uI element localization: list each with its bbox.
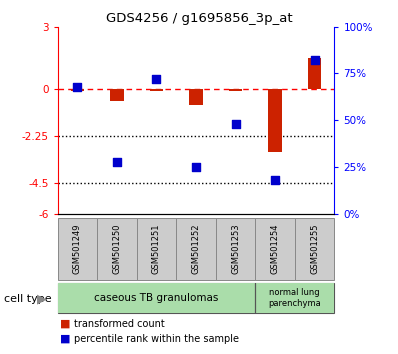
Text: GSM501250: GSM501250 [113, 223, 121, 274]
Text: GSM501253: GSM501253 [231, 223, 240, 274]
Text: GSM501254: GSM501254 [271, 223, 279, 274]
Bar [110, 89, 124, 101]
Text: GSM501255: GSM501255 [310, 223, 319, 274]
Text: transformed count: transformed count [74, 319, 164, 329]
Point [193, 164, 199, 170]
Bar [255, 283, 334, 313]
Bar [137, 218, 176, 280]
Text: normal lung
parenchyma: normal lung parenchyma [268, 288, 321, 308]
Point [153, 76, 160, 82]
Bar [58, 283, 255, 313]
Bar [176, 218, 216, 280]
Point [114, 159, 120, 165]
Text: GSM501252: GSM501252 [191, 223, 201, 274]
Point [232, 121, 239, 127]
Point [272, 178, 278, 183]
Bar [308, 58, 322, 89]
Text: GSM501249: GSM501249 [73, 223, 82, 274]
Bar [255, 218, 295, 280]
Point [74, 84, 81, 90]
Bar [97, 218, 137, 280]
Text: cell type: cell type [4, 294, 52, 304]
Bar [189, 89, 203, 105]
Text: ■: ■ [60, 319, 70, 329]
Text: ■: ■ [60, 334, 70, 344]
Text: percentile rank within the sample: percentile rank within the sample [74, 334, 239, 344]
Bar [150, 89, 164, 91]
Text: ▶: ▶ [37, 293, 47, 306]
Point [311, 57, 318, 63]
Bar [216, 218, 255, 280]
Bar [295, 218, 334, 280]
Text: caseous TB granulomas: caseous TB granulomas [94, 293, 219, 303]
Text: GDS4256 / g1695856_3p_at: GDS4256 / g1695856_3p_at [106, 12, 292, 25]
Bar [58, 218, 97, 280]
Bar [70, 89, 84, 91]
Text: GSM501251: GSM501251 [152, 223, 161, 274]
Bar [268, 89, 282, 152]
Bar [228, 89, 242, 91]
